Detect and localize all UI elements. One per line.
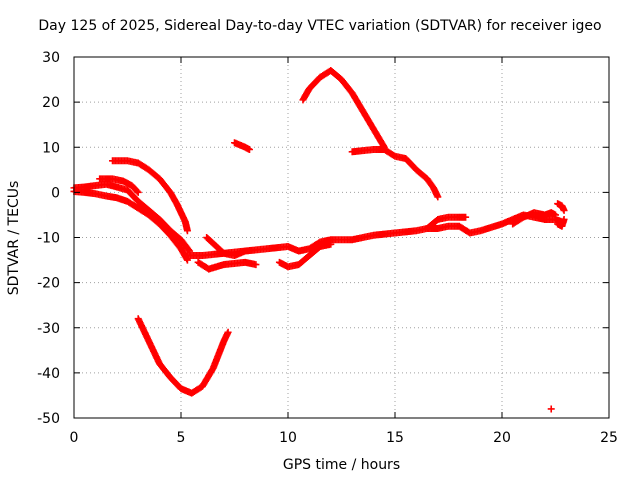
axis-ticks: 0 5 10 15 20 25 -50 -40 -30 -20 -10 0 10 20 30	[37, 50, 618, 446]
chart-title: Day 125 of 2025, Sidereal Day-to-day VTE…	[38, 18, 602, 34]
y-tick-label: 0	[51, 185, 60, 201]
data-point	[183, 227, 191, 235]
x-axis-label: GPS time / hours	[282, 457, 401, 473]
series-track-right-end-b	[554, 215, 568, 230]
y-tick-label: 10	[42, 140, 60, 156]
data-point	[241, 247, 249, 255]
x-tick-label: 0	[70, 430, 79, 446]
series-track-mid-band	[183, 211, 566, 260]
data-point	[462, 213, 470, 221]
data-series	[70, 67, 568, 413]
y-tick-label: -40	[37, 366, 60, 382]
data-point	[327, 240, 335, 248]
series-track-upper-arc	[109, 157, 191, 235]
data-point	[547, 405, 555, 413]
series-track-mid-dip	[194, 258, 260, 273]
data-point	[224, 328, 232, 336]
x-tick-label: 5	[177, 430, 186, 446]
series-track-descend	[348, 146, 442, 201]
y-tick-label: -50	[37, 411, 60, 427]
x-tick-label: 15	[386, 430, 404, 446]
data-point	[560, 206, 568, 214]
series-track-peak	[299, 67, 388, 151]
y-tick-label: -20	[37, 276, 60, 292]
y-axis-label: SDTVAR / TECUs	[6, 180, 22, 296]
x-tick-label: 20	[493, 430, 511, 446]
y-tick-label: -10	[37, 231, 60, 247]
x-tick-label: 25	[600, 430, 618, 446]
data-point	[434, 193, 442, 201]
series-track-mid-rise	[203, 234, 249, 260]
x-tick-label: 10	[279, 430, 297, 446]
series-track-right-cluster	[509, 209, 559, 228]
series-track-short-10	[231, 139, 253, 154]
data-point	[552, 211, 559, 219]
data-point	[134, 188, 142, 196]
series-isolated-point	[547, 405, 555, 413]
series-track-right-end-a	[554, 200, 568, 214]
data-point	[252, 261, 260, 269]
series-track-late-band	[275, 240, 335, 271]
y-tick-label: 30	[42, 50, 60, 66]
y-tick-label: 20	[42, 95, 60, 111]
series-track-lower-vee	[134, 315, 232, 397]
series-track-right-upper	[423, 213, 470, 232]
series-track-early-cross	[96, 175, 142, 196]
data-point	[245, 146, 253, 154]
data-point	[560, 215, 568, 223]
y-tick-label: -30	[37, 321, 60, 337]
data-point	[133, 187, 141, 195]
